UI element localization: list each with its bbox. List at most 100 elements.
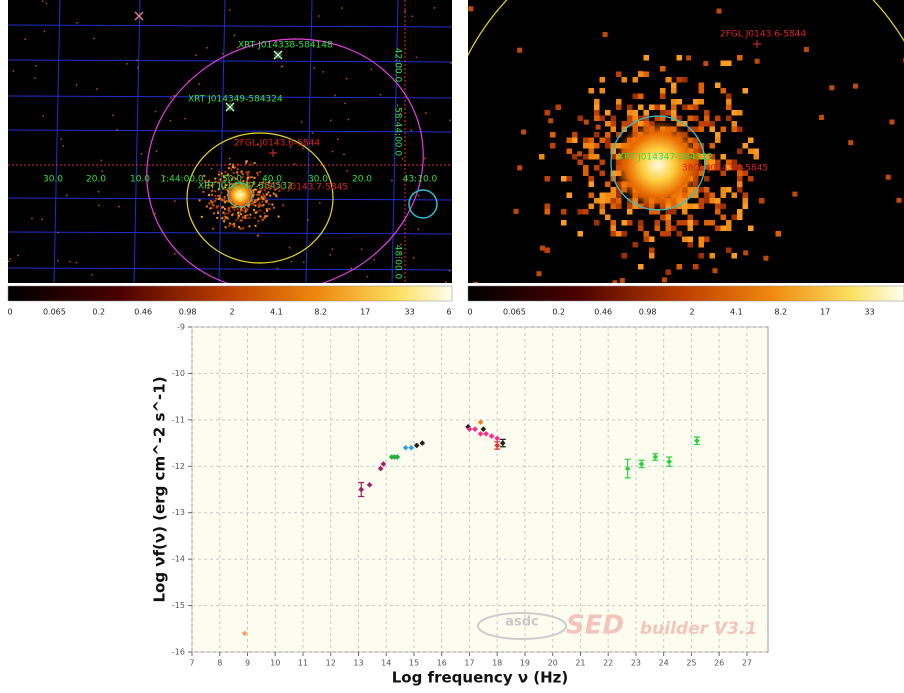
photon-pixel xyxy=(250,164,252,166)
x-tick-label: 24 xyxy=(659,659,669,668)
noise-pixel xyxy=(76,22,78,24)
page: XRT J014338-584148XRT J014349-584324XRT … xyxy=(0,0,904,689)
noise-pixel xyxy=(334,95,336,97)
colorbar xyxy=(8,286,452,301)
photon-pixel xyxy=(726,248,732,254)
ra-label: 20.0 xyxy=(352,175,372,185)
noise-pixel xyxy=(449,120,451,122)
photon-pixel xyxy=(638,264,644,270)
photon-pixel xyxy=(594,220,600,226)
photon-pixel xyxy=(572,132,578,138)
photon-pixel xyxy=(248,225,250,227)
photon-pixel xyxy=(224,197,226,199)
colorbar-label: 4.1 xyxy=(270,308,283,317)
photon-pixel xyxy=(611,198,617,204)
photon-pixel xyxy=(715,116,721,122)
photon-pixel xyxy=(583,209,589,215)
photon-pixel xyxy=(244,215,246,217)
noise-pixel xyxy=(42,0,44,2)
noise-pixel xyxy=(536,271,541,276)
photon-pixel xyxy=(704,198,710,204)
photon-pixel xyxy=(743,193,749,199)
photon-pixel xyxy=(638,226,644,232)
photon-pixel xyxy=(583,154,589,160)
photon-pixel xyxy=(222,212,224,214)
photon-pixel xyxy=(704,121,710,127)
photon-pixel xyxy=(710,198,716,204)
photon-pixel xyxy=(616,198,622,204)
photon-pixel xyxy=(693,105,699,111)
noise-pixel xyxy=(24,38,26,40)
photon-pixel xyxy=(221,217,223,219)
noise-pixel xyxy=(61,138,63,140)
noise-pixel xyxy=(155,111,157,113)
photon-pixel xyxy=(578,231,584,237)
noise-pixel xyxy=(137,67,139,69)
photon-pixel xyxy=(726,116,732,122)
photon-pixel xyxy=(252,204,254,206)
photon-pixel xyxy=(242,227,244,229)
photon-pixel xyxy=(721,204,727,210)
noise-pixel xyxy=(319,202,321,204)
x-axis-title: Log frequency ν (Hz) xyxy=(392,669,569,687)
noise-pixel xyxy=(136,60,138,62)
noise-pixel xyxy=(313,67,315,69)
photon-pixel xyxy=(545,209,551,215)
noise-pixel xyxy=(596,125,601,130)
colorbar-label: 0.98 xyxy=(639,308,657,317)
photon-pixel xyxy=(605,198,611,204)
noise-pixel xyxy=(301,121,303,123)
photon-pixel xyxy=(721,215,727,221)
photon-pixel xyxy=(208,194,210,196)
photon-pixel xyxy=(253,177,255,179)
noise-pixel xyxy=(195,55,197,57)
photon-pixel xyxy=(262,205,264,207)
noise-pixel xyxy=(434,7,436,9)
colorbar-label: 17 xyxy=(360,308,370,317)
photon-pixel xyxy=(589,88,595,94)
photon-pixel xyxy=(611,127,617,133)
noise-pixel xyxy=(804,47,809,52)
noise-pixel xyxy=(184,118,186,120)
photon-pixel xyxy=(594,110,600,116)
photon-pixel xyxy=(561,220,567,226)
photon-pixel xyxy=(688,226,694,232)
photon-pixel xyxy=(567,193,573,199)
xray-image-left: XRT J014338-584148XRT J014349-584324XRT … xyxy=(8,0,459,329)
photon-pixel xyxy=(693,220,699,226)
photon-pixel xyxy=(688,105,694,111)
noise-pixel xyxy=(307,219,309,221)
photon-pixel xyxy=(247,178,249,180)
photon-pixel xyxy=(594,154,600,160)
noise-pixel xyxy=(612,280,617,285)
photon-pixel xyxy=(211,194,213,196)
noise-pixel xyxy=(63,145,65,147)
photon-pixel xyxy=(251,176,253,178)
noise-pixel xyxy=(31,218,32,220)
dec-label: 48:00.0 xyxy=(393,245,403,280)
photon-pixel xyxy=(261,201,263,203)
photon-pixel xyxy=(214,178,216,180)
photon-pixel xyxy=(233,225,235,227)
x-tick-label: 10 xyxy=(270,659,280,668)
x-tick-label: 7 xyxy=(189,659,194,668)
photon-pixel xyxy=(638,105,644,111)
photon-pixel xyxy=(737,187,743,193)
photon-pixel xyxy=(589,149,595,155)
photon-pixel xyxy=(633,242,639,248)
photon-pixel xyxy=(622,121,628,127)
noise-pixel xyxy=(312,132,314,134)
photon-pixel xyxy=(666,270,672,276)
y-tick-label: -13 xyxy=(172,508,185,517)
photon-pixel xyxy=(539,154,545,160)
photon-pixel xyxy=(737,149,743,155)
noise-pixel xyxy=(418,195,420,197)
photon-pixel xyxy=(693,264,699,270)
photon-pixel xyxy=(236,171,238,173)
photon-pixel xyxy=(567,138,573,144)
photon-pixel xyxy=(699,204,705,210)
noise-pixel xyxy=(410,130,412,132)
photon-pixel xyxy=(589,193,595,199)
photon-pixel xyxy=(212,204,214,206)
photon-pixel xyxy=(671,105,677,111)
